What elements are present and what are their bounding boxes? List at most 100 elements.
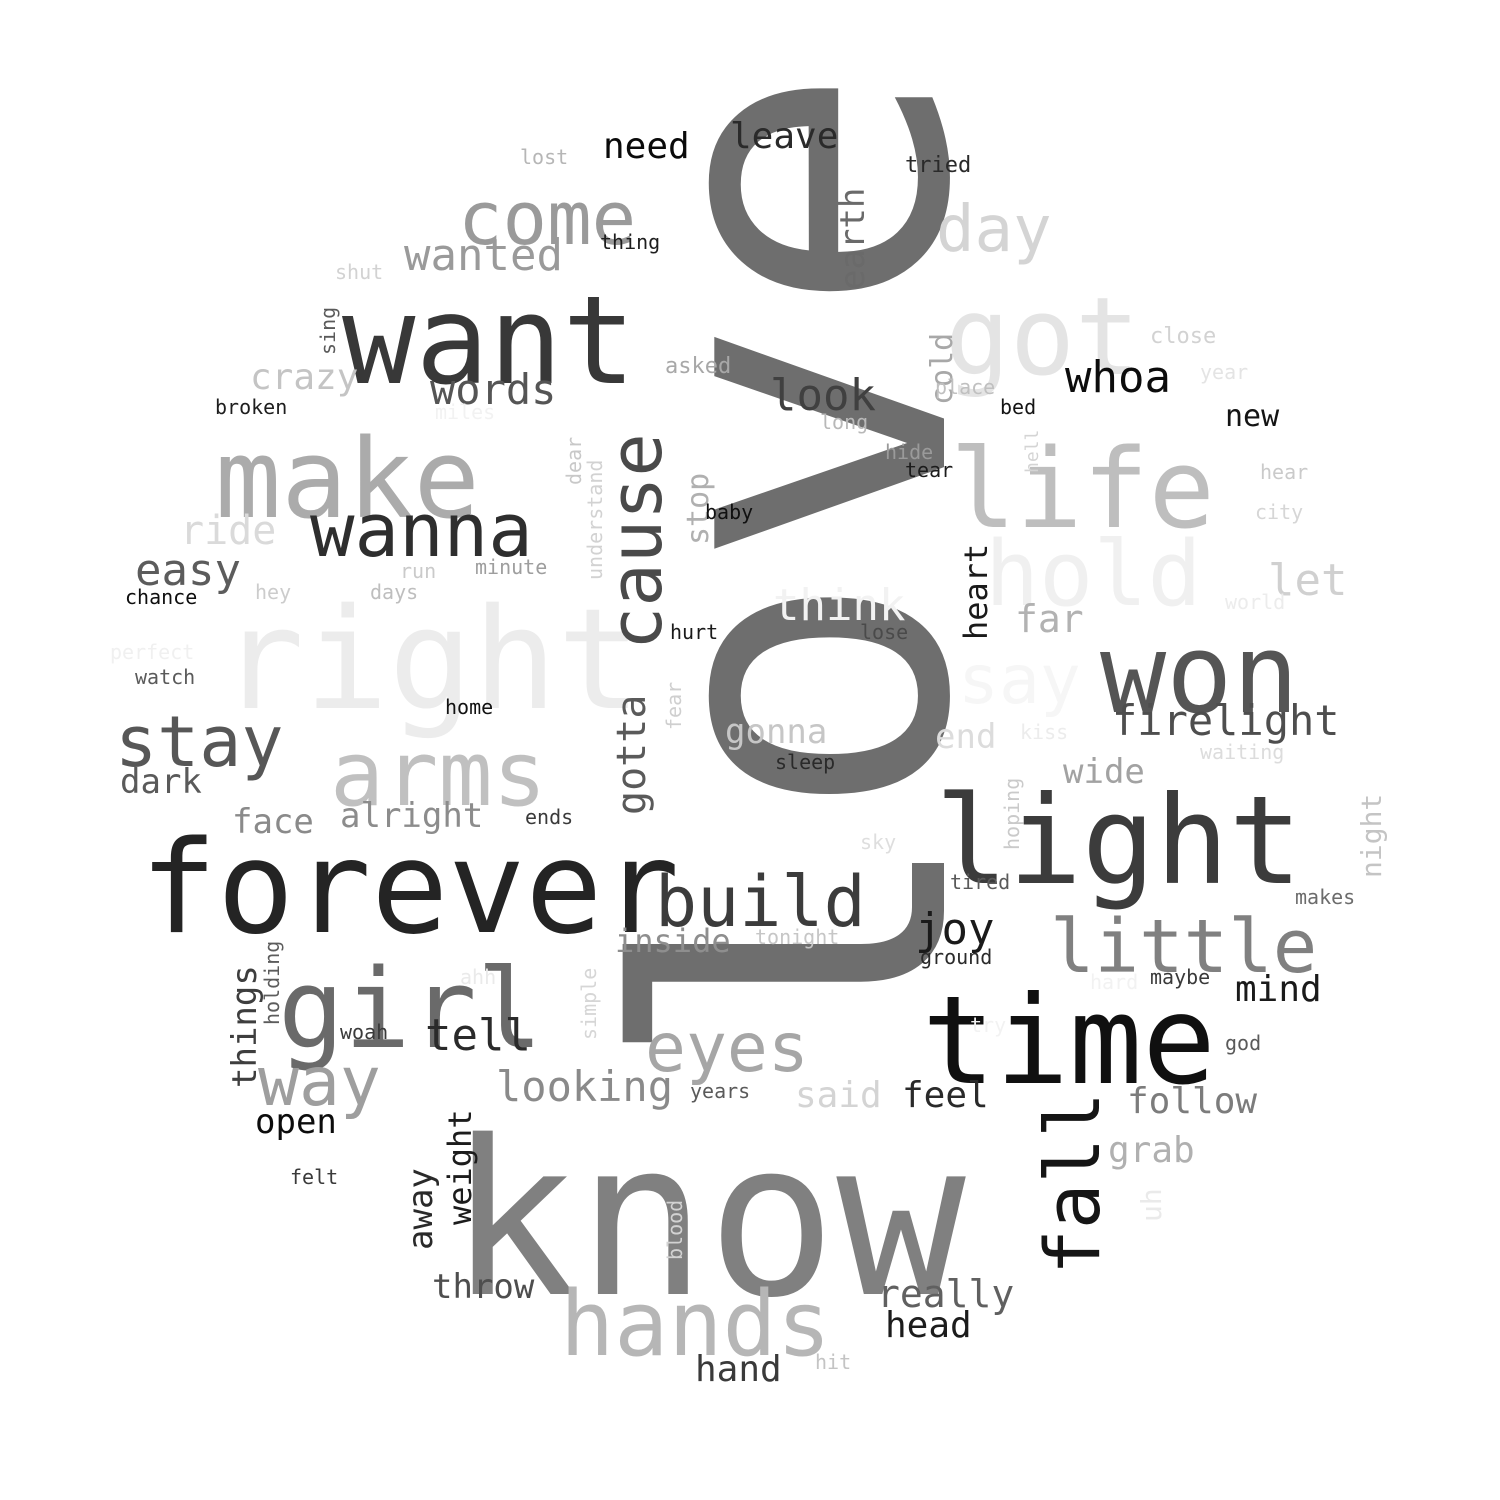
word-thing: thing — [600, 230, 661, 255]
word-dark: dark — [120, 762, 202, 803]
word-build: build — [655, 861, 866, 944]
word-kiss: kiss — [1020, 720, 1069, 745]
word-simple: simple — [577, 967, 601, 1040]
word-broken: broken — [215, 395, 288, 420]
word-lost: lost — [520, 145, 569, 170]
word-ride: ride — [180, 507, 277, 554]
word-follow: follow — [1127, 1080, 1258, 1122]
word-got: got — [945, 274, 1141, 400]
word-wide: wide — [1063, 752, 1145, 793]
word-need: need — [603, 125, 690, 167]
word-close: close — [1150, 323, 1217, 349]
word-hey: hey — [255, 580, 292, 605]
word-think: think — [773, 579, 906, 631]
word-waiting: waiting — [1200, 740, 1285, 765]
word-easy: easy — [135, 544, 241, 596]
word-hand: hand — [695, 1348, 782, 1390]
word-chance: chance — [125, 585, 198, 610]
word-sing: sing — [316, 306, 340, 355]
word-make: make — [215, 415, 480, 544]
word-face: face — [232, 802, 314, 843]
word-end: end — [935, 717, 997, 758]
word-hands: hands — [560, 1271, 831, 1377]
word-won: won — [1100, 610, 1299, 739]
word-ground: ground — [920, 945, 993, 970]
word-years: years — [690, 1079, 751, 1104]
word-uh: uh — [1135, 1188, 1168, 1222]
word-felt: felt — [290, 1165, 339, 1190]
word-away: away — [401, 1168, 441, 1250]
word-wanna: wanna — [310, 488, 533, 575]
word-grab: grab — [1108, 1129, 1195, 1171]
word-lose: lose — [860, 620, 909, 645]
word-stay: stay — [115, 701, 284, 784]
word-days: days — [370, 580, 419, 605]
word-woah: woah — [340, 1020, 389, 1045]
word-miles: miles — [435, 400, 496, 425]
word-night: night — [1355, 793, 1388, 878]
word-god: god — [1225, 1031, 1262, 1056]
word-let: let — [1268, 554, 1348, 606]
word-throw: throw — [432, 1267, 535, 1308]
word-way: way — [258, 1042, 381, 1122]
word-come: come — [458, 176, 637, 263]
word-things: things — [225, 965, 265, 1088]
word-home: home — [445, 695, 494, 720]
word-blood: blood — [663, 1199, 687, 1260]
word-baby: baby — [705, 500, 754, 525]
word-really: really — [877, 1272, 1015, 1317]
word-gonna: gonna — [725, 712, 828, 753]
word-shut: shut — [335, 260, 384, 285]
word-city: city — [1255, 500, 1304, 525]
word-hear: hear — [1260, 460, 1309, 485]
word-day: day — [936, 193, 1052, 268]
word-want: want — [342, 269, 636, 412]
word-know: know — [448, 1094, 966, 1346]
word-words: words — [430, 365, 557, 415]
word-sky: sky — [860, 830, 897, 855]
word-asked: asked — [665, 353, 732, 379]
word-ends: ends — [525, 805, 574, 830]
word-cause: cause — [594, 433, 678, 650]
word-alright: alright — [340, 796, 484, 837]
word-far: far — [1015, 597, 1084, 642]
word-earth: earth — [833, 187, 873, 290]
word-tear: tear — [905, 458, 954, 483]
word-little: little — [1050, 904, 1318, 991]
word-said: said — [795, 1074, 882, 1116]
word-crazy: crazy — [250, 356, 359, 398]
word-hold: hold — [985, 521, 1202, 627]
word-ahh: ahh — [460, 965, 497, 990]
word-gotta: gotta — [609, 694, 655, 815]
word-sleep: sleep — [775, 750, 836, 775]
word-weight: weight — [441, 1109, 479, 1225]
word-long: long — [820, 410, 869, 435]
word-hurt: hurt — [670, 620, 719, 645]
word-time: time — [922, 969, 1216, 1112]
word-fear: fear — [662, 681, 686, 730]
word-whoa: whoa — [1065, 351, 1171, 403]
word-hit: hit — [815, 1350, 852, 1375]
word-run: run — [400, 559, 437, 584]
word-light: light — [935, 769, 1303, 912]
word-joy: joy — [915, 903, 995, 955]
word-try: try — [970, 1013, 1007, 1038]
word-look: look — [770, 369, 876, 421]
word-wanted: wanted — [404, 229, 563, 281]
word-tired: tired — [950, 870, 1011, 895]
word-world: world — [1225, 590, 1286, 615]
word-say: say — [958, 640, 1081, 720]
word-forever: forever — [140, 814, 680, 964]
word-place: place — [935, 375, 996, 400]
word-hoping: hoping — [1000, 777, 1024, 850]
word-arms: arms — [330, 721, 547, 827]
word-life: life — [950, 425, 1215, 554]
word-watch: watch — [135, 665, 196, 690]
word-eyes: eyes — [645, 1008, 809, 1088]
word-tonight: tonight — [755, 925, 840, 950]
word-girl: girl — [278, 945, 543, 1074]
word-makes: makes — [1295, 885, 1356, 910]
word-right: right — [220, 578, 642, 742]
word-maybe: maybe — [1150, 965, 1211, 990]
